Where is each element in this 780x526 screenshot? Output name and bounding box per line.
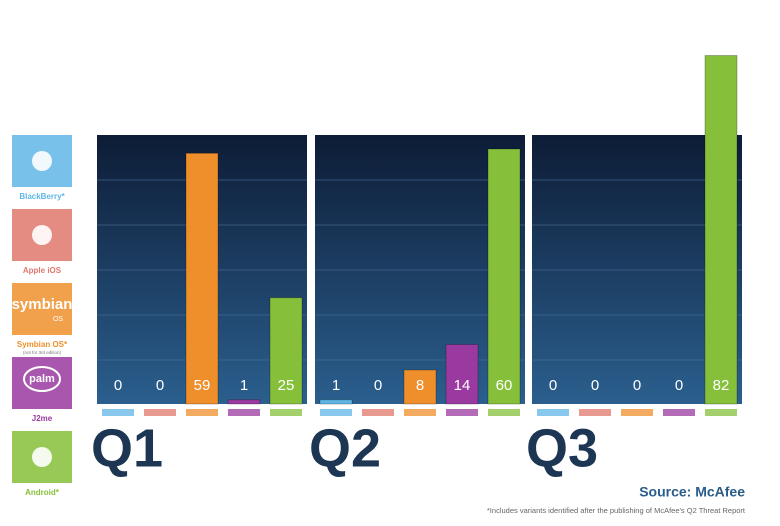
legend-note: (not for 3rd edition) — [23, 350, 62, 355]
bar — [704, 55, 738, 405]
legend-logo-sub: OS — [53, 316, 63, 323]
value-label: 8 — [416, 377, 424, 394]
value-label: 0 — [156, 377, 164, 394]
source: Source: McAfee — [639, 484, 745, 500]
quarter-label: Q1 — [91, 418, 163, 478]
legend-glyph — [32, 447, 52, 467]
value-label: 0 — [633, 377, 641, 394]
value-label: 1 — [332, 377, 340, 394]
legend-icon — [12, 283, 72, 335]
color-strip — [663, 409, 695, 416]
bar — [227, 399, 261, 405]
value-label: 0 — [549, 377, 557, 394]
value-label: 0 — [374, 377, 382, 394]
bar — [319, 399, 353, 405]
value-label: 14 — [454, 377, 471, 394]
color-strip — [488, 409, 520, 416]
color-strip — [186, 409, 218, 416]
bar — [445, 344, 479, 405]
color-strip — [362, 409, 394, 416]
legend-glyph — [32, 225, 52, 245]
value-label: 25 — [278, 377, 295, 394]
legend-label: J2me — [32, 414, 53, 423]
color-strip — [446, 409, 478, 416]
bar — [185, 152, 219, 405]
color-strip — [228, 409, 260, 416]
legend-label: Apple iOS — [23, 266, 62, 275]
legend-label: Android* — [25, 488, 60, 497]
color-strip — [621, 409, 653, 416]
color-strip — [320, 409, 352, 416]
value-label: 59 — [194, 377, 211, 394]
legend-glyph — [32, 151, 52, 171]
value-label: 82 — [713, 377, 730, 394]
quarter-label: Q3 — [526, 418, 598, 478]
legend-label: Symbian OS* — [17, 340, 68, 349]
bar — [269, 297, 303, 405]
value-label: 60 — [496, 377, 513, 394]
legend-logo-ring — [23, 366, 61, 392]
color-strip — [102, 409, 134, 416]
color-strip — [270, 409, 302, 416]
color-strip — [705, 409, 737, 416]
value-label: 0 — [675, 377, 683, 394]
color-strip — [579, 409, 611, 416]
value-label: 1 — [240, 377, 248, 394]
legend-logo: palm — [29, 373, 55, 385]
bar — [403, 369, 437, 405]
bar — [487, 148, 521, 405]
value-label: 0 — [114, 377, 122, 394]
legend-icon — [12, 357, 72, 409]
quarter-label: Q2 — [309, 418, 381, 478]
color-strip — [404, 409, 436, 416]
legend-logo: symbian — [12, 296, 73, 313]
color-strip — [144, 409, 176, 416]
footnote: *Includes variants identified after the … — [487, 506, 746, 515]
value-label: 0 — [591, 377, 599, 394]
legend-label: BlackBerry* — [19, 192, 65, 201]
color-strip — [537, 409, 569, 416]
